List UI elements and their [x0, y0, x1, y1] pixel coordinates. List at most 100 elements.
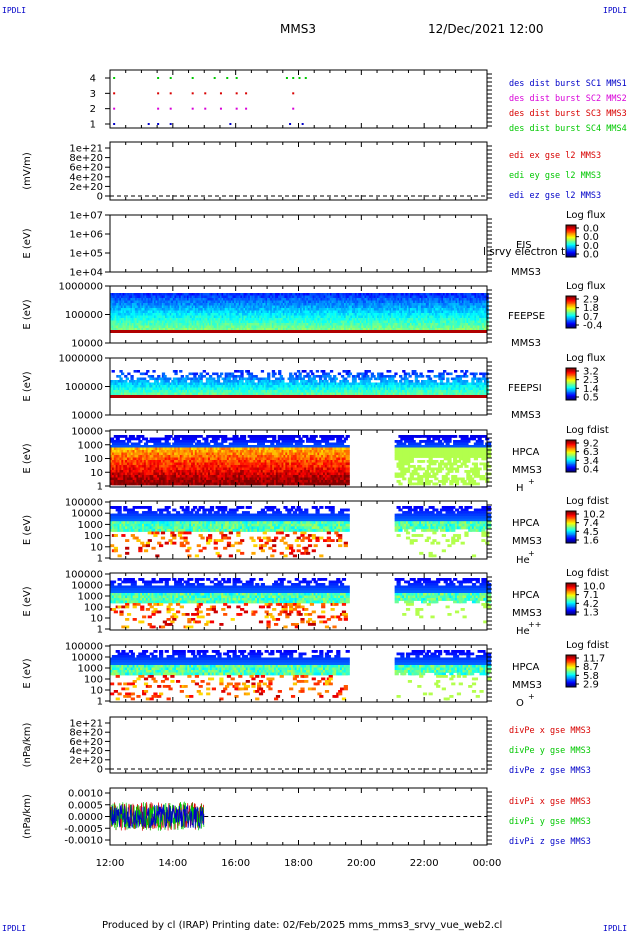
feeps_i-cell	[130, 375, 134, 378]
eis-colorbar-step	[566, 231, 576, 234]
feeps_i-cell	[273, 372, 277, 376]
feeps_i-cell	[449, 372, 453, 376]
feeps_i-cell	[245, 380, 249, 383]
eis-colorbar-title: Log flux	[566, 210, 606, 221]
feeps_i-cell	[243, 377, 247, 381]
feeps_i-cell	[262, 380, 266, 383]
burst-point	[245, 92, 248, 95]
feeps_i-cell	[295, 375, 299, 378]
feeps_i-cell	[329, 370, 334, 373]
burst-point	[191, 77, 194, 79]
edi-legend-entry: edi ex gse l2 MMS3	[509, 151, 601, 161]
feeps_e-colorbar-step	[566, 306, 576, 309]
feeps_i-cell	[430, 380, 434, 383]
feeps_i-cell	[194, 372, 199, 376]
feeps_i-cell	[188, 372, 192, 376]
feeps_i-cell	[471, 377, 475, 381]
burst-point	[204, 92, 207, 95]
feeps_i-cell	[318, 377, 323, 381]
feeps_i-cell	[427, 375, 431, 378]
edi-y-tick-label: 6e+20	[69, 163, 103, 174]
feeps_i-cell	[208, 377, 213, 381]
feeps_e-colorbar-step	[566, 314, 576, 317]
feeps_i-cell	[205, 377, 210, 381]
feeps_i-cell	[163, 375, 167, 378]
feeps_i-cell	[311, 372, 315, 376]
feeps_i-cell	[414, 372, 419, 376]
feeps_i-cell	[433, 380, 437, 383]
feeps_i-cell	[380, 372, 384, 376]
feeps_i-cell	[460, 370, 464, 373]
feeps_i-cell	[463, 372, 467, 376]
feeps_e-colorbar-step	[566, 298, 576, 301]
eis-frame	[109, 214, 488, 273]
feeps_e-colorbar-step	[566, 316, 576, 318]
eis-instrument-label: EIS	[516, 240, 532, 251]
burst-legend-entry: des dist burst SC2 MMS2	[509, 94, 627, 104]
feeps_i-cell	[120, 372, 125, 376]
feeps_i-cell	[472, 375, 477, 378]
feeps_i-cell	[296, 370, 301, 373]
feeps_i-cell	[130, 380, 134, 383]
burst-point	[169, 123, 172, 125]
burst-point	[289, 123, 292, 125]
feeps_i-cell	[458, 377, 463, 381]
feeps_i-cell	[333, 380, 337, 383]
feeps_i-cell	[454, 380, 458, 383]
feeps_i-cell	[430, 370, 434, 373]
feeps_e-colorbar-step	[566, 296, 576, 298]
feeps_i-cell	[227, 375, 232, 378]
feeps_i-cell	[322, 370, 326, 373]
feeps_i-cell	[351, 375, 356, 378]
burst-legend-entry: des dist burst SC4 MMS4	[509, 124, 627, 134]
feeps_i-cell	[248, 375, 252, 378]
burst-point	[113, 77, 116, 79]
feeps_i-cell	[249, 372, 254, 376]
feeps_i-cell	[392, 375, 397, 378]
feeps_e-colorbar-step	[566, 321, 576, 324]
feeps_e-colorbar-step	[566, 310, 576, 313]
eis-colorbar-step	[566, 229, 576, 231]
feeps_i-cell	[256, 377, 260, 381]
feeps_i-cell	[120, 380, 125, 383]
feeps_i-cell	[301, 377, 305, 381]
feeps_e-spacecraft-label: MMS3	[511, 338, 541, 349]
eis-y-tick-label: 1e+06	[69, 230, 103, 241]
feeps_i-cell	[278, 372, 282, 376]
feeps_i-cell	[193, 375, 197, 378]
edi-legend-entry: edi ez gse l2 MMS3	[509, 191, 601, 201]
feeps_i-cell	[278, 370, 282, 373]
feeps_i-cell	[480, 377, 485, 381]
feeps_i-cell	[384, 380, 389, 383]
eis-colorbar-step	[566, 234, 576, 237]
feeps_i-cell	[443, 370, 447, 373]
feeps_i-cell	[281, 380, 285, 383]
corner-label-top-right: IPDLI	[603, 6, 628, 15]
feeps_i-cell	[235, 380, 239, 383]
burst-point	[292, 92, 295, 95]
feeps_i-cell	[180, 380, 184, 383]
feeps_i-cell	[358, 377, 362, 381]
feeps_i-cell	[315, 375, 320, 378]
feeps_i-cell	[482, 372, 486, 376]
feeps_i-cell	[186, 377, 191, 381]
feeps_i-cell	[295, 380, 299, 383]
feeps_i-cell	[410, 380, 414, 383]
feeps_i-cell	[402, 377, 406, 381]
burst-point	[229, 123, 232, 125]
feeps_i-cell	[353, 380, 357, 383]
feeps_i-cell	[347, 375, 351, 378]
burst-legend-entry: des dist burst SC3 MMS3	[509, 109, 627, 119]
eis-y-axis-label: E (eV)	[22, 228, 33, 258]
feeps_i-cell	[127, 372, 131, 376]
feeps_i-cell	[136, 380, 141, 383]
feeps_i-cell	[377, 372, 381, 376]
eis-y-tick-label: 1e+07	[69, 211, 103, 222]
feeps_i-cell	[234, 370, 238, 373]
feeps_i-cell	[414, 377, 419, 381]
burst-point	[292, 107, 295, 110]
feeps_i-cell	[281, 377, 285, 381]
edi-y-tick-label: 8e+20	[69, 153, 103, 164]
feeps_e-colorbar-step	[566, 313, 576, 316]
feeps_i-cell	[218, 375, 222, 378]
